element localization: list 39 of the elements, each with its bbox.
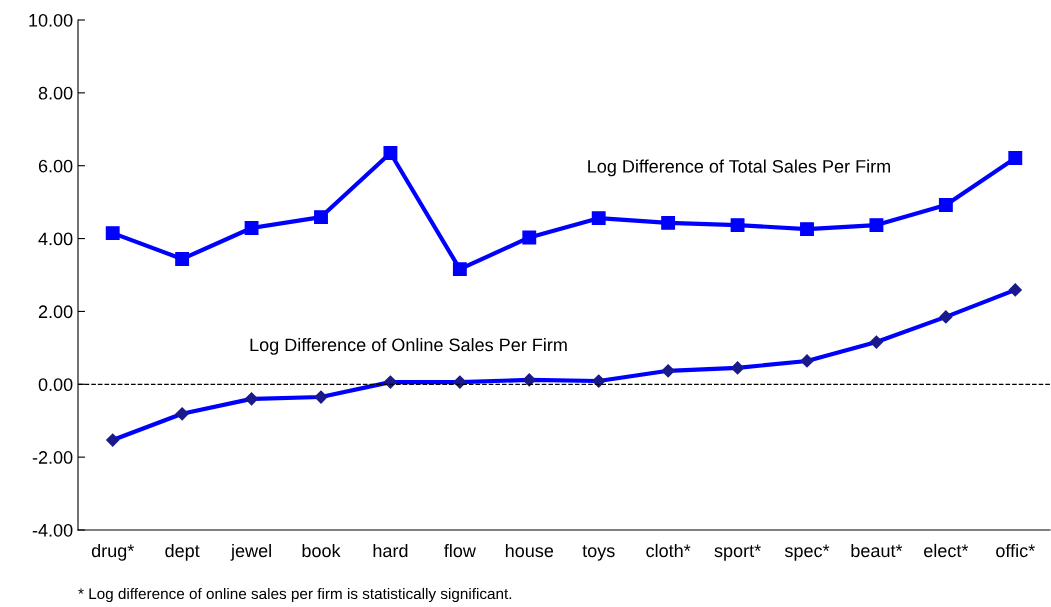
point (452, 262, 467, 277)
x-tick-label: flow (444, 543, 476, 558)
point (869, 218, 884, 233)
y-tick-label: 6.00 (38, 159, 73, 173)
point (105, 226, 120, 241)
y-tick-label: -2.00 (32, 451, 73, 464)
x-tick-label: jewel (230, 543, 271, 561)
x-tick-label: book (302, 543, 341, 558)
point (244, 221, 259, 235)
point (175, 252, 190, 266)
point (730, 218, 745, 233)
point (383, 146, 398, 160)
y-tick-label: 4.00 (38, 232, 73, 246)
x-tick-label: elect* (924, 543, 969, 558)
x-tick-label: drug* (91, 543, 135, 561)
point (522, 230, 537, 245)
x-tick-label: spec* (784, 544, 830, 561)
y-tick-label: 2.00 (38, 305, 73, 319)
text: * Log difference of online sales per firm is statistically significant. (78, 587, 512, 603)
series-label: Log Difference of Online Sales Per Firm (250, 337, 567, 355)
point (661, 215, 676, 230)
point (1008, 151, 1023, 166)
point (314, 210, 328, 225)
series-label: Log Difference of Total Sales Per Firm (588, 159, 890, 177)
x-tick-label: hard (373, 543, 408, 558)
x-tick-label: cloth* (646, 543, 691, 558)
point (591, 211, 606, 226)
x-tick-label: offic* (996, 543, 1035, 558)
point (800, 222, 814, 237)
y-tick-label: -4.00 (32, 523, 73, 537)
x-tick-label: house (505, 543, 554, 558)
point (938, 198, 953, 213)
x-tick-label: toys (582, 545, 615, 561)
x-tick-label: dept (165, 543, 200, 561)
y-tick-label: 0.00 (38, 378, 73, 392)
y-tick-label: 8.00 (38, 86, 73, 100)
x-tick-label: beaut* (851, 543, 903, 558)
x-tick-label: sport* (714, 544, 761, 561)
y-tick-label: 10.00 (29, 13, 73, 27)
